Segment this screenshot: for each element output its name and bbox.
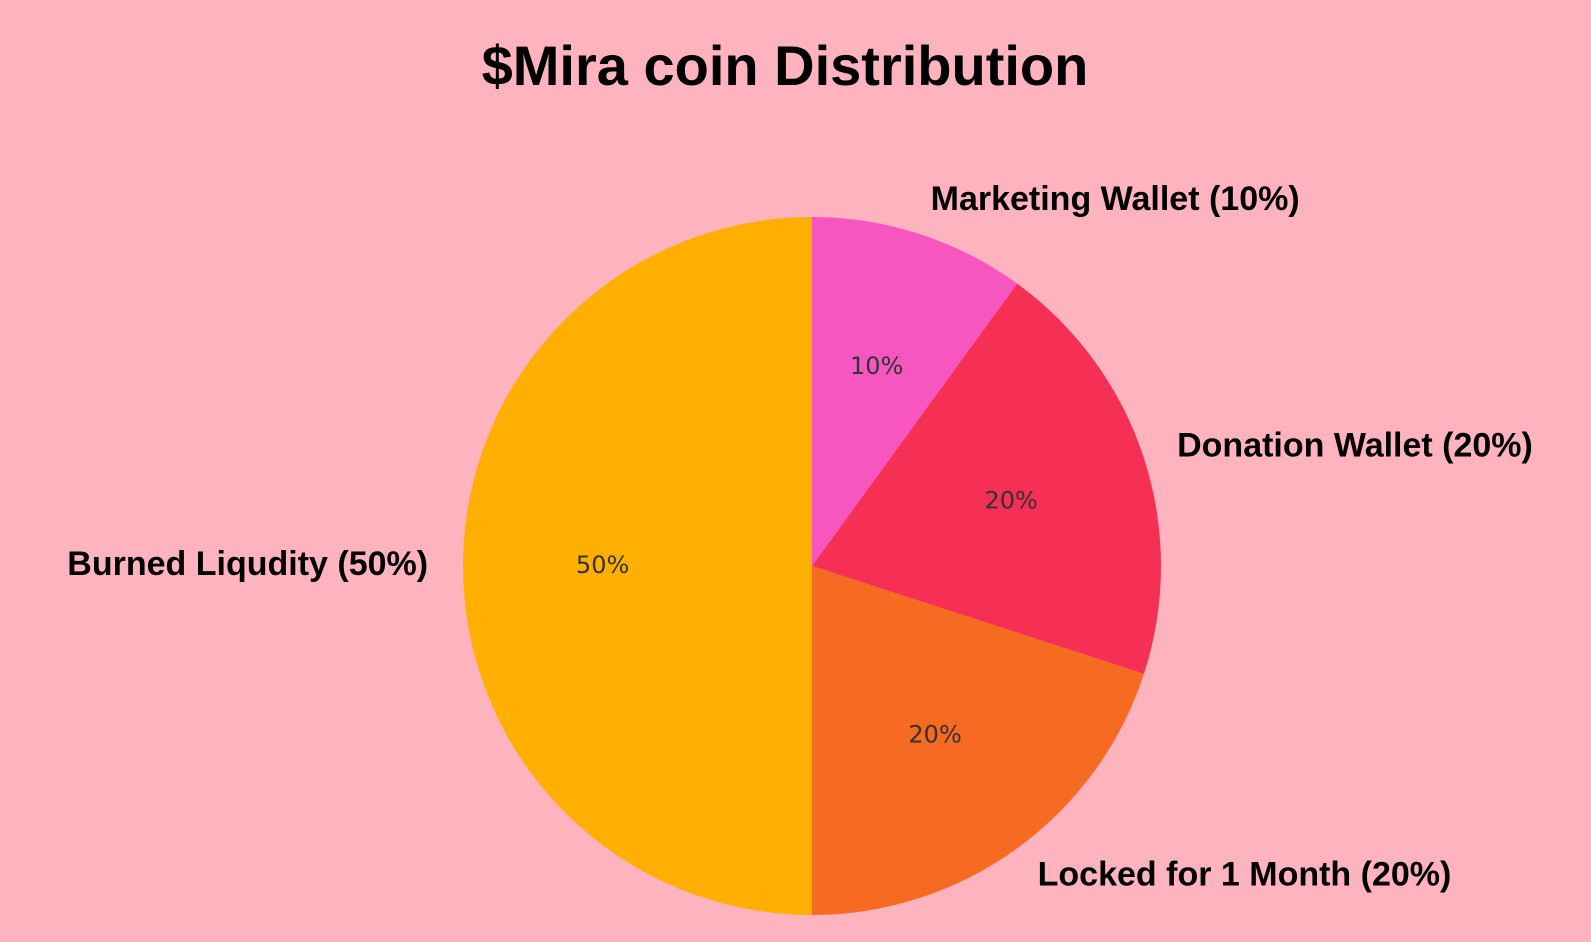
pie-slice bbox=[812, 566, 1144, 915]
chart-title: $Mira coin Distribution bbox=[482, 34, 1089, 97]
slice-label: Marketing Wallet (10%) bbox=[931, 180, 1300, 218]
value-label: 20% bbox=[984, 486, 1037, 514]
slice-label: Locked for 1 Month (20%) bbox=[1038, 856, 1452, 894]
slice-label: Burned Liqudity (50%) bbox=[67, 545, 428, 583]
value-label: 20% bbox=[908, 720, 961, 748]
value-label: 50% bbox=[576, 551, 629, 579]
slice-label: Donation Wallet (20%) bbox=[1177, 426, 1533, 464]
pie-slice bbox=[812, 283, 1161, 674]
pie-slice bbox=[812, 217, 1018, 566]
value-label: 10% bbox=[850, 352, 903, 380]
pie-slice bbox=[463, 217, 812, 915]
